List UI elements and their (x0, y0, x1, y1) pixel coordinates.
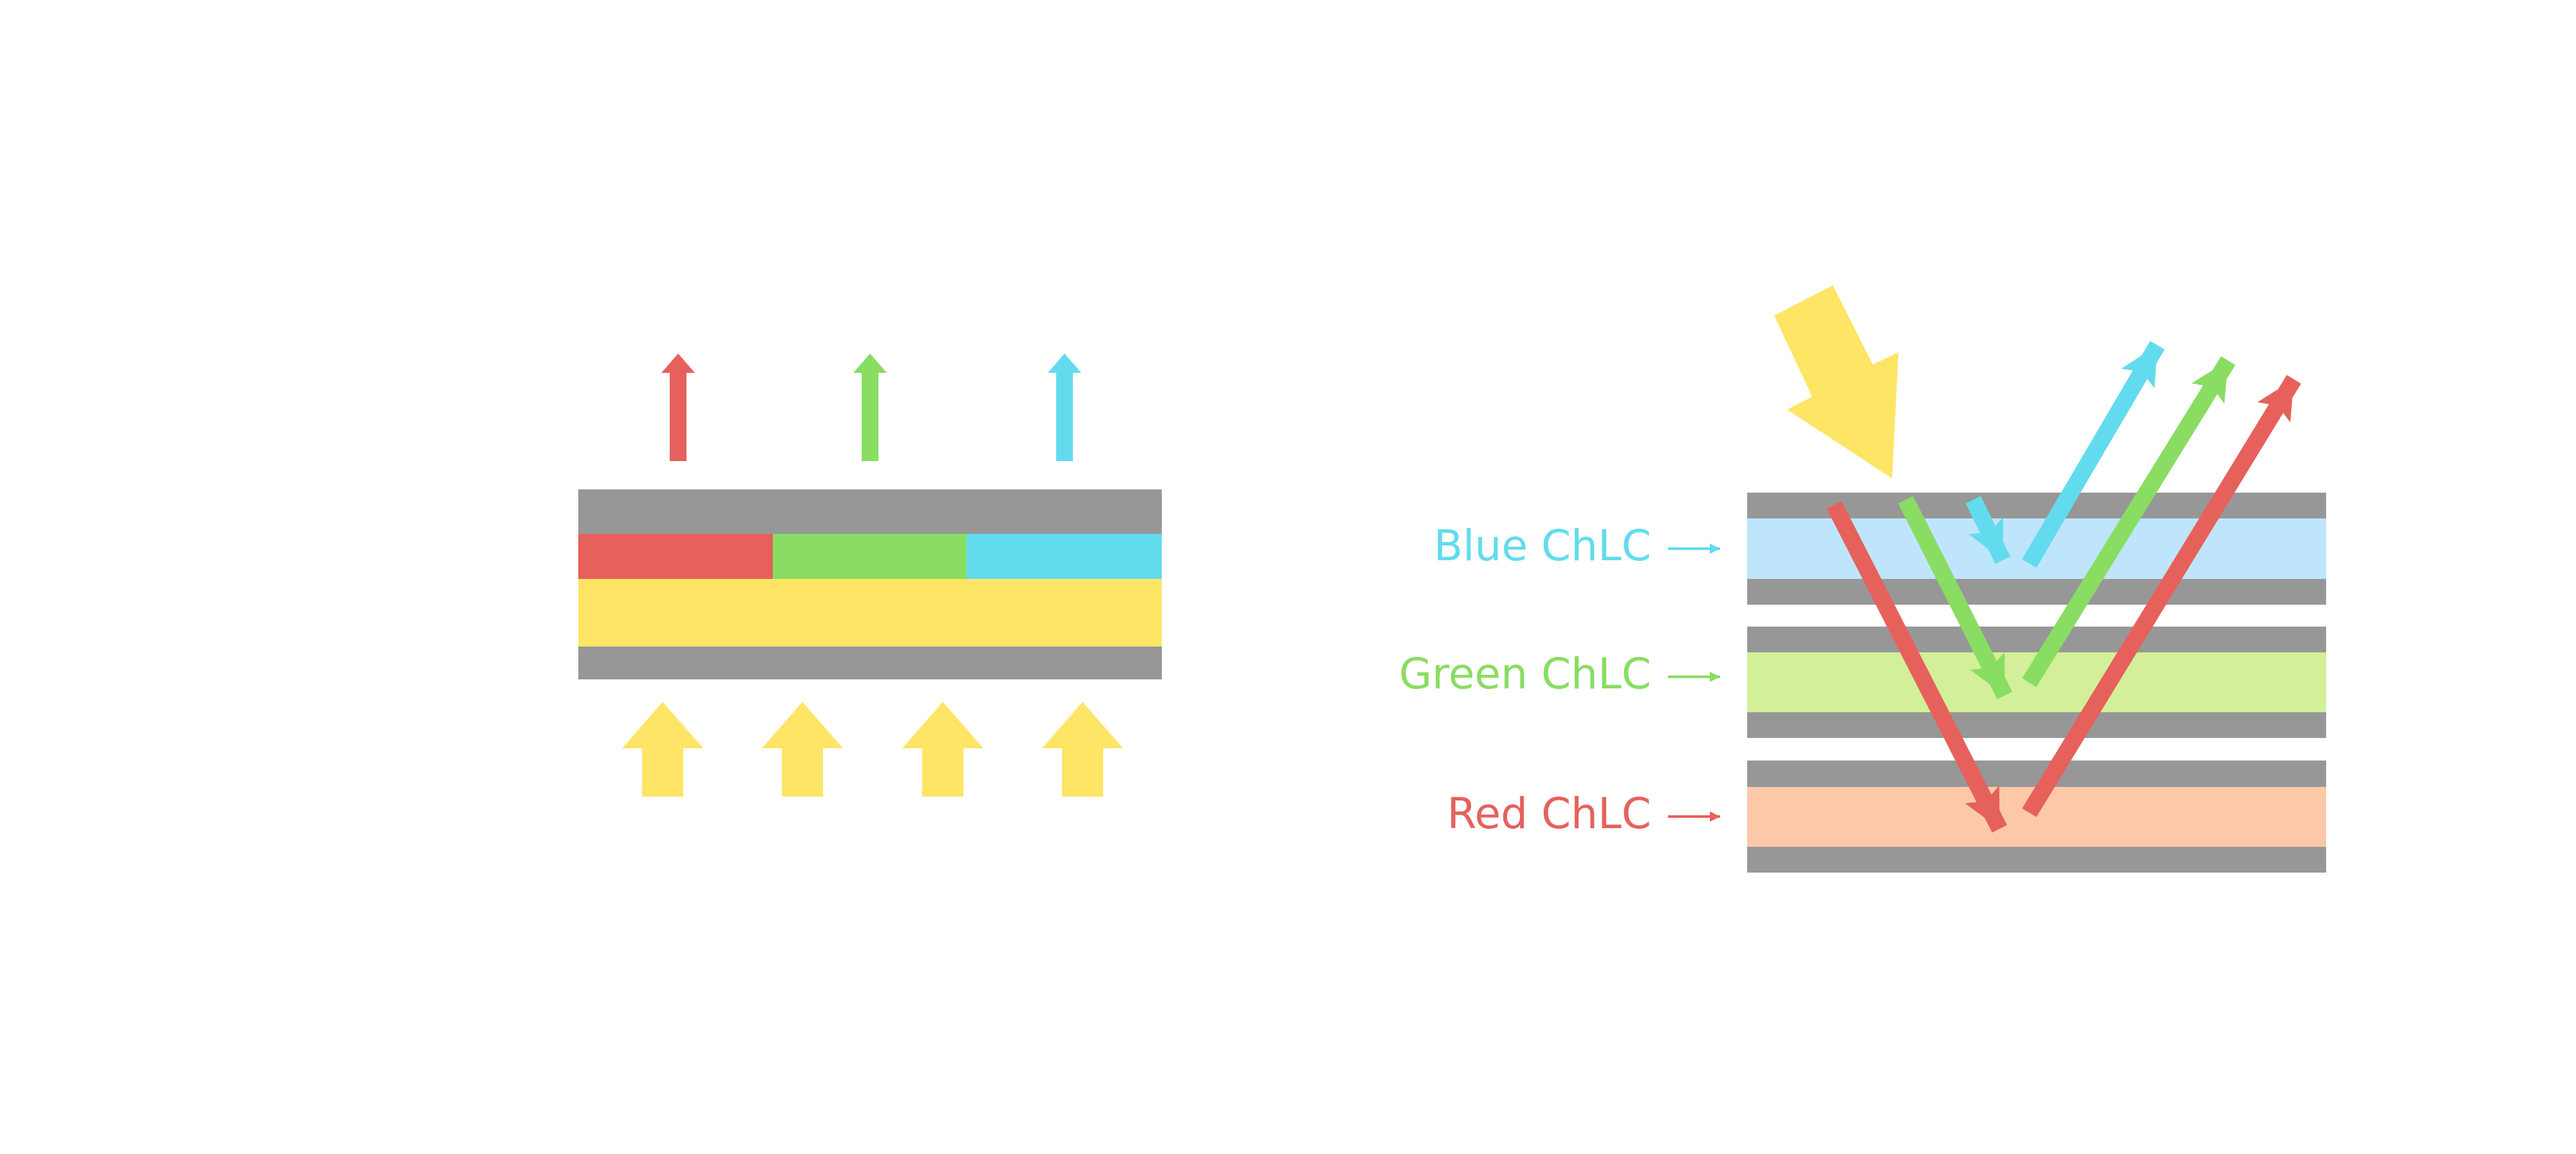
cyan-up-arrow-icon (1048, 354, 1081, 461)
top-gray-layer (578, 489, 1162, 534)
left-output-arrows (661, 354, 1081, 461)
blue-chlc-label: Blue ChLC (1434, 521, 1651, 571)
gray-substrate (1747, 712, 2326, 738)
green-chlc-label: Green ChLC (1399, 649, 1651, 699)
red-up-arrow-icon (661, 354, 695, 461)
left-input-arrows (622, 702, 1123, 797)
yellow-up-arrow-icon (762, 702, 843, 797)
gray-substrate (1747, 579, 2326, 605)
yellow-up-arrow-icon (902, 702, 983, 797)
green-reflected-ray-icon (2022, 356, 2236, 687)
green-filter-segment (773, 534, 967, 579)
yellow-up-arrow-icon (1042, 702, 1123, 797)
green-incident-ray-icon (1898, 496, 2012, 699)
bottom-gray-layer (578, 647, 1162, 679)
blue-reflected-ray-icon (2022, 341, 2165, 568)
blue-incident-ray-icon (1965, 496, 2011, 564)
red-reflected-ray-icon (2022, 375, 2302, 817)
left-panel-stack (578, 489, 1162, 679)
green-up-arrow-icon (853, 354, 887, 461)
gray-substrate (1747, 761, 2326, 787)
yellow-layer (578, 579, 1162, 647)
layer-labels: Blue ChLC Green ChLC Red ChLC (1399, 521, 1720, 838)
gray-substrate (1747, 847, 2326, 873)
red-incident-ray-icon (1826, 501, 2007, 833)
red-chlc-label: Red ChLC (1447, 789, 1651, 838)
yellow-up-arrow-icon (622, 702, 703, 797)
cyan-filter-segment (967, 534, 1162, 579)
gray-substrate (1747, 627, 2326, 652)
light-rays (1826, 341, 2302, 833)
red-chlc-layer (1747, 761, 2326, 873)
incident-light-arrow-icon (1774, 285, 1899, 478)
red-filter-segment (578, 534, 773, 579)
